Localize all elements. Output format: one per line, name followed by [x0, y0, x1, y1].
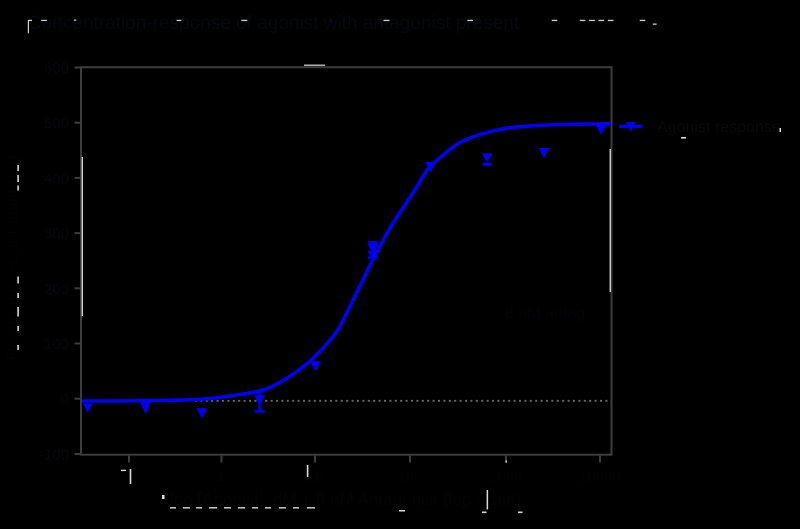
svg-text:Response (% of maximum): Response (% of maximum) [3, 155, 22, 360]
svg-text:100: 100 [44, 336, 69, 353]
svg-text:300: 300 [44, 226, 69, 243]
svg-text:10: 10 [307, 468, 324, 485]
svg-text:-100: -100 [39, 447, 69, 464]
svg-text:1: 1 [217, 468, 225, 485]
svg-text:Agonist response: Agonist response [657, 119, 781, 136]
svg-text:500: 500 [44, 115, 69, 132]
svg-text:600: 600 [44, 60, 69, 77]
svg-text:8 nM antag.: 8 nM antag. [505, 305, 590, 322]
svg-text:100: 100 [397, 468, 422, 485]
svg-text:1000: 1000 [489, 468, 522, 485]
svg-text:0.1: 0.1 [119, 468, 140, 485]
svg-text:log [Agonist], nM + 8 nM Ant: log [Agonist], nM + 8 nM Antagonist (log… [170, 490, 521, 509]
svg-text:Concentration-response of agon: Concentration-response of agonist with a… [28, 13, 520, 34]
svg-text:200: 200 [44, 281, 69, 298]
svg-text:0: 0 [61, 391, 69, 408]
svg-text:400: 400 [44, 170, 69, 187]
svg-text:10000: 10000 [579, 468, 621, 485]
